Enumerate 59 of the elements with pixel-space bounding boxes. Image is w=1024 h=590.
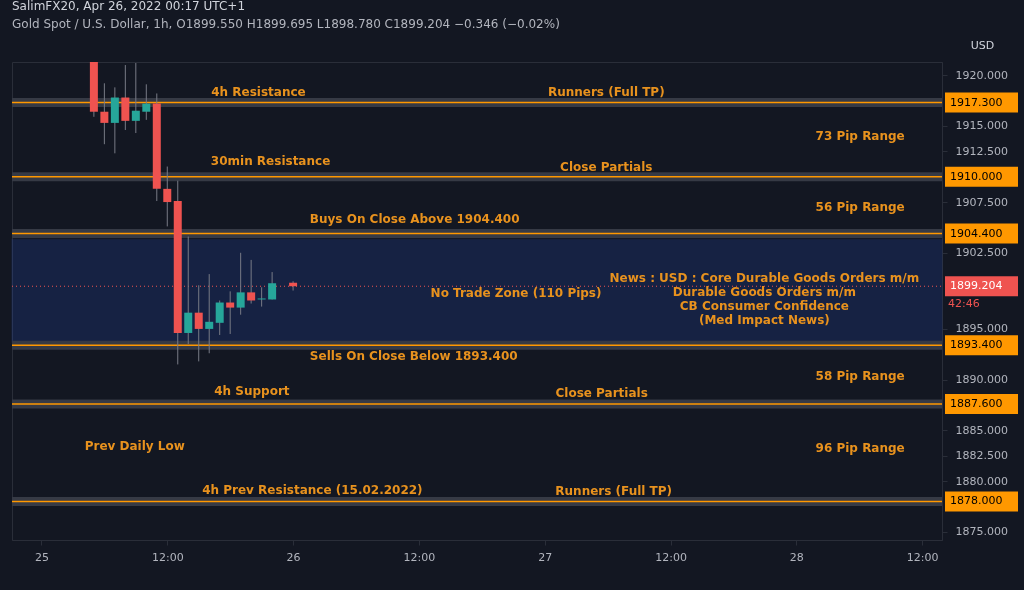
y-tick-label: 1912.500 (955, 144, 1008, 158)
annotation: 4h Support (214, 383, 290, 398)
candlestick (121, 64, 130, 131)
ref-line-label: 1887.600 (950, 397, 1003, 411)
ref-line-label: 1899.204 (950, 279, 1003, 293)
candlestick (184, 236, 193, 345)
candlestick (100, 82, 109, 145)
y-axis-title: USD (970, 38, 995, 52)
y-tick-label: 1902.500 (955, 246, 1008, 260)
candlestick (236, 252, 245, 316)
y-tick-label: 1895.000 (955, 322, 1008, 336)
annotation: 96 Pip Range (815, 441, 905, 456)
candlestick (226, 290, 235, 335)
x-tick-label: 12:00 (655, 550, 687, 564)
y-tick-label: 1875.000 (955, 525, 1008, 539)
annotation: Close Partials (555, 385, 648, 400)
annotation: Sells On Close Below 1893.400 (309, 349, 518, 364)
y-tick-label: 1915.000 (955, 119, 1008, 133)
annotation: 4h Prev Resistance (15.02.2022) (202, 482, 423, 497)
annotation: No Trade Zone (110 Pips) (430, 286, 602, 301)
x-tick-label: 12:00 (906, 550, 939, 564)
candlestick (205, 273, 214, 354)
ref-line-label: 1893.400 (950, 338, 1003, 352)
x-tick-label: 27 (538, 550, 553, 564)
candlestick (268, 271, 277, 300)
y-tick-label: 1885.000 (955, 423, 1008, 437)
y-tick-label: 1890.000 (955, 373, 1008, 387)
y-tick-label: 1880.000 (955, 474, 1008, 488)
x-tick-label: 26 (286, 550, 301, 564)
x-tick-label: 25 (34, 550, 49, 564)
text: 42:46 (948, 296, 980, 310)
ref-line-label: 1917.300 (950, 95, 1003, 109)
annotation: Runners (Full TP) (547, 84, 665, 99)
annotation: Buys On Close Above 1904.400 (309, 211, 520, 226)
chart-title: SalimFX20, Apr 26, 2022 00:17 UTC+1 (12, 0, 246, 13)
annotation: News : USD : Core Durable Goods Orders m/m Durable Goods Orders m/m CB Consumer Confidence (Med Impact News) (609, 271, 920, 328)
candlestick (131, 62, 140, 134)
ref-line-label: 1904.400 (950, 226, 1003, 240)
x-tick-label: 28 (789, 550, 804, 564)
x-tick-label: 12:00 (403, 550, 436, 564)
candlestick (142, 83, 151, 121)
y-tick-label: 1907.500 (955, 195, 1008, 209)
annotation: 73 Pip Range (815, 129, 905, 144)
annotation: 56 Pip Range (815, 200, 905, 215)
ref-line-label: 1910.000 (950, 169, 1003, 183)
ref-line-label: 1878.000 (950, 494, 1003, 508)
annotation: 4h Resistance (211, 84, 306, 99)
y-tick-label: 1882.500 (955, 449, 1008, 463)
annotation: 30min Resistance (210, 153, 331, 168)
annotation: Close Partials (560, 159, 653, 174)
candlestick (215, 299, 224, 336)
x-tick-label: 12:00 (151, 550, 184, 564)
candlestick (163, 166, 172, 227)
annotation: Prev Daily Low (84, 439, 185, 454)
candlestick (257, 286, 266, 308)
y-tick-label: 1920.000 (955, 68, 1008, 82)
chart-subtitle: Gold Spot / U.S. Dollar, 1h, O1899.550 H1899.695 L1898.780 C1899.204 −0.346 (−0.02%) (12, 17, 560, 31)
annotation: Runners (Full TP) (555, 483, 673, 498)
annotation: 58 Pip Range (815, 369, 905, 384)
